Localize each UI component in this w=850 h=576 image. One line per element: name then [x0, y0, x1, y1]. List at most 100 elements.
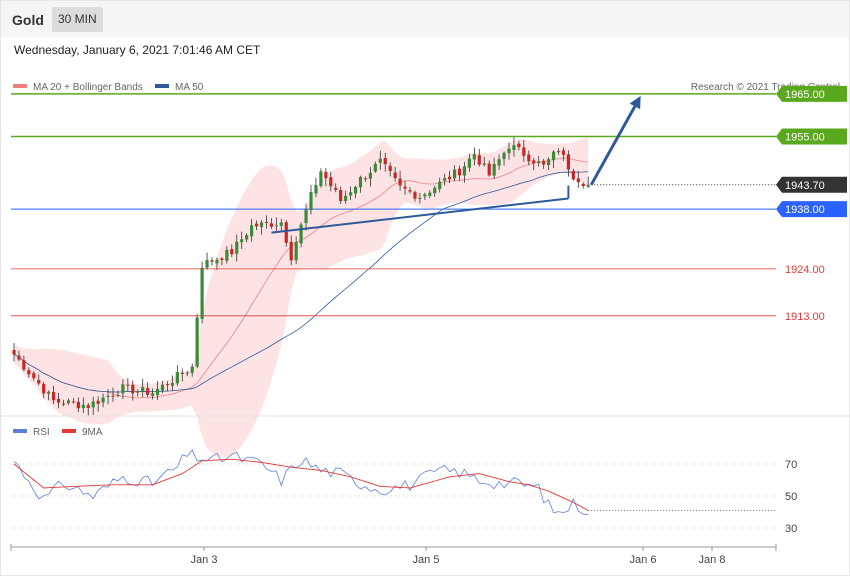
x-tick-label: Jan 6	[630, 554, 657, 566]
candle-body	[339, 189, 343, 202]
rsi-legend-swatch	[13, 429, 27, 433]
bollinger-band-area	[14, 137, 589, 457]
candle-body	[383, 157, 387, 165]
candle-body	[12, 350, 16, 355]
candle-body	[408, 190, 412, 192]
candle-body	[220, 258, 224, 261]
candle-body	[294, 241, 298, 261]
candle-body	[581, 183, 585, 187]
candle-body	[250, 225, 254, 237]
candle-body	[403, 186, 407, 189]
candle-body	[190, 366, 194, 373]
candle-body	[151, 393, 155, 396]
candle-body	[457, 168, 462, 176]
candlesticks	[12, 137, 590, 416]
candle-body	[185, 372, 189, 374]
research-credit: Research © 2021 Trading Central	[691, 82, 840, 93]
level-tag-1955.00	[776, 128, 847, 145]
candle-body	[106, 395, 110, 397]
candle-body	[448, 176, 452, 180]
candle-body	[418, 197, 422, 199]
candle-body	[121, 384, 125, 394]
candle-body	[477, 155, 481, 165]
candle-body	[314, 185, 318, 194]
candle-body	[586, 184, 590, 187]
candle-body	[170, 382, 174, 386]
candle-body	[96, 400, 100, 404]
rsi-legend-label: RSI	[33, 427, 50, 438]
candle-body	[542, 160, 546, 165]
candle-body	[532, 160, 536, 164]
ma50-legend-label: MA 50	[175, 82, 204, 93]
candle-body	[210, 260, 214, 262]
candle-body	[61, 403, 66, 405]
candle-body	[398, 178, 402, 186]
rsi-panel: 70 50 30	[11, 449, 797, 535]
candle-body	[101, 397, 105, 403]
x-axis-labels: Jan 3 Jan 5 Jan 6 Jan 8	[191, 547, 726, 566]
candle-body	[22, 360, 26, 370]
annotations	[271, 95, 641, 234]
rsi-ma-legend-swatch	[62, 429, 76, 433]
candle-body	[131, 384, 135, 394]
candle-body	[507, 148, 511, 154]
x-tick-label: Jan 3	[191, 554, 218, 566]
candle-body	[344, 195, 348, 201]
candle-body	[141, 386, 145, 392]
candle-body	[482, 163, 486, 165]
candle-body	[512, 145, 516, 151]
level-label-1943.70: 1943.70	[785, 180, 825, 192]
timeframe-button[interactable]: 30 MIN	[52, 7, 103, 32]
candle-body	[269, 223, 273, 227]
candle-body	[299, 224, 303, 244]
candle-body	[428, 192, 432, 196]
support-trendline	[271, 197, 569, 234]
candle-body	[160, 384, 165, 391]
chart-datetime: Wednesday, January 6, 2021 7:01:46 AM CE…	[14, 43, 261, 57]
candle-body	[527, 154, 531, 162]
candle-body	[502, 152, 506, 160]
x-tick-label: Jan 8	[699, 554, 726, 566]
candle-body	[413, 192, 417, 199]
candle-body	[66, 400, 71, 404]
candle-body	[556, 151, 561, 153]
candle-body	[551, 151, 556, 161]
candle-body	[329, 177, 333, 187]
candle-body	[126, 384, 130, 386]
candle-body	[353, 187, 358, 194]
x-tick-label: Jan 5	[413, 554, 440, 566]
candle-body	[215, 259, 219, 264]
candle-body	[205, 259, 209, 268]
candle-body	[200, 267, 204, 319]
candle-body	[497, 159, 501, 166]
candle-body	[433, 187, 437, 194]
candle-body	[547, 159, 551, 165]
candle-body	[37, 379, 41, 384]
candle-body	[240, 239, 244, 243]
level-tag-1965.00	[776, 85, 847, 102]
candle-body	[52, 391, 56, 401]
candle-body	[17, 355, 21, 360]
candle-body	[393, 172, 397, 178]
candle-body	[576, 178, 580, 183]
candle-body	[279, 222, 283, 226]
candle-body	[289, 241, 293, 261]
candle-body	[452, 169, 457, 179]
candle-body	[309, 192, 313, 211]
candle-body	[195, 317, 199, 367]
rsi-ma-legend-label: 9MA	[82, 427, 103, 438]
candle-body	[180, 372, 184, 374]
candle-body	[537, 161, 541, 164]
candle-body	[522, 147, 526, 156]
candle-body	[245, 235, 249, 240]
rsi-line	[13, 449, 589, 516]
candle-body	[561, 150, 566, 155]
candle-body	[566, 154, 570, 170]
candle-body	[517, 143, 521, 148]
bollinger-bands	[14, 137, 589, 457]
candle-body	[81, 404, 85, 409]
candle-body	[259, 222, 264, 228]
candle-body	[571, 170, 575, 180]
candle-body	[472, 154, 476, 160]
rsi-ma-line	[13, 458, 589, 511]
